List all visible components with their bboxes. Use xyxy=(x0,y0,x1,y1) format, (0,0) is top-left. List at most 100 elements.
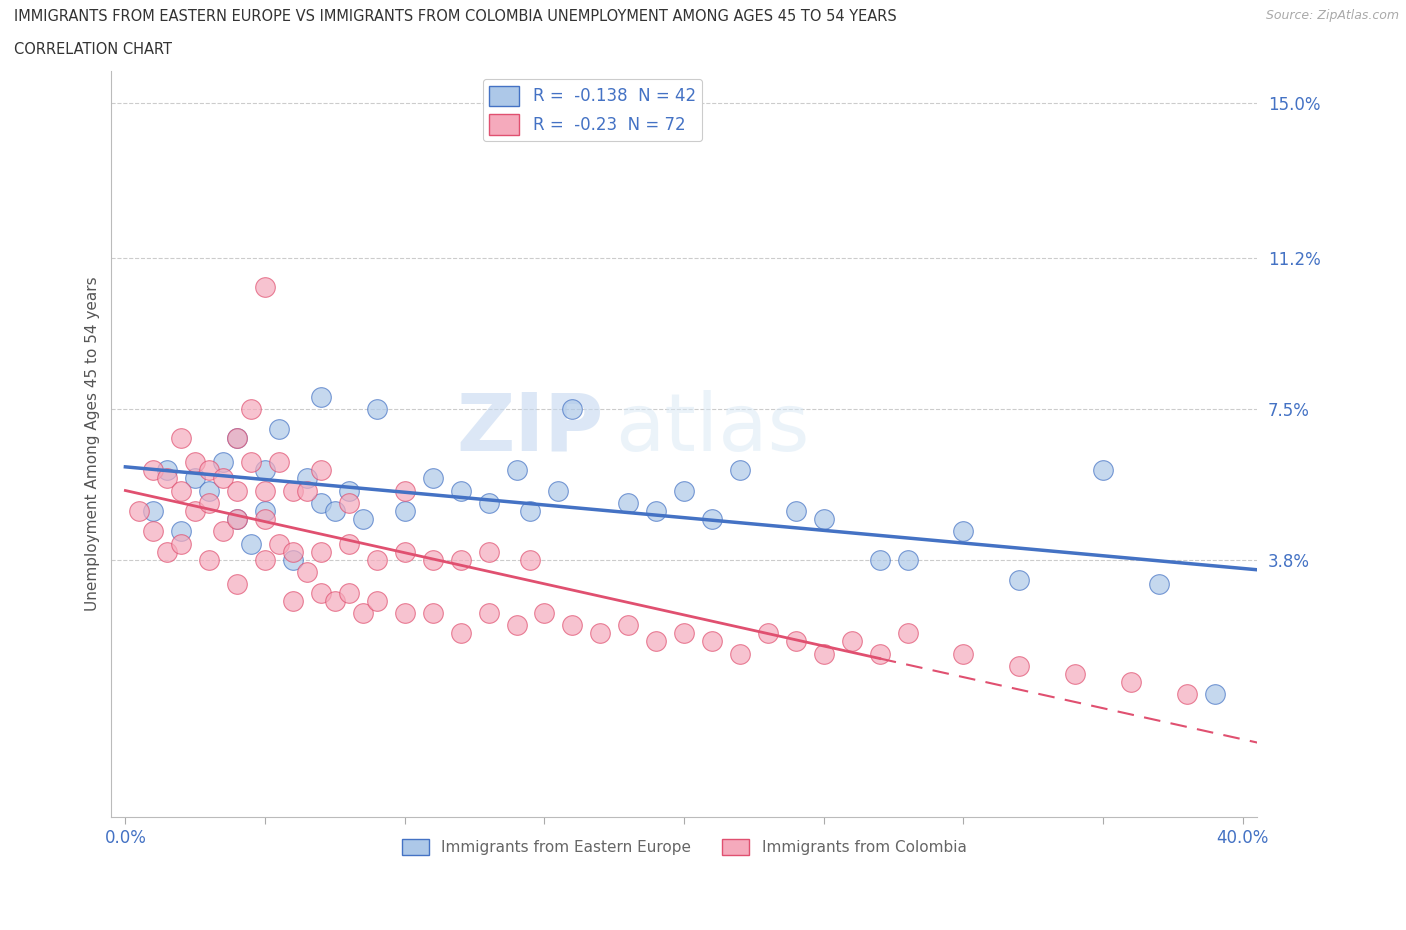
Point xyxy=(785,503,807,518)
Point xyxy=(450,626,472,641)
Point xyxy=(897,626,920,641)
Point xyxy=(295,565,318,579)
Point xyxy=(323,503,346,518)
Point xyxy=(226,577,249,591)
Point xyxy=(295,471,318,485)
Point xyxy=(142,503,165,518)
Point xyxy=(128,503,150,518)
Point xyxy=(142,524,165,538)
Point xyxy=(561,618,583,632)
Point xyxy=(422,552,444,567)
Point xyxy=(281,552,304,567)
Point xyxy=(450,484,472,498)
Point xyxy=(156,463,179,478)
Point xyxy=(366,593,388,608)
Point xyxy=(170,524,193,538)
Point xyxy=(309,496,332,511)
Point xyxy=(240,537,263,551)
Point xyxy=(533,605,555,620)
Point xyxy=(198,552,221,567)
Point xyxy=(352,605,374,620)
Point xyxy=(1175,687,1198,702)
Point xyxy=(142,463,165,478)
Point xyxy=(254,279,277,294)
Point xyxy=(673,484,696,498)
Point xyxy=(254,552,277,567)
Point xyxy=(1119,675,1142,690)
Point xyxy=(589,626,612,641)
Point xyxy=(309,544,332,559)
Point xyxy=(267,537,290,551)
Point xyxy=(337,537,360,551)
Point xyxy=(184,455,207,470)
Point xyxy=(1008,658,1031,673)
Point xyxy=(366,402,388,417)
Point xyxy=(841,634,863,649)
Text: Source: ZipAtlas.com: Source: ZipAtlas.com xyxy=(1265,9,1399,22)
Point xyxy=(477,496,499,511)
Point xyxy=(756,626,779,641)
Point xyxy=(170,431,193,445)
Point xyxy=(240,455,263,470)
Point xyxy=(617,618,640,632)
Point xyxy=(700,512,723,526)
Text: CORRELATION CHART: CORRELATION CHART xyxy=(14,42,172,57)
Point xyxy=(309,463,332,478)
Point xyxy=(170,484,193,498)
Point xyxy=(184,471,207,485)
Text: IMMIGRANTS FROM EASTERN EUROPE VS IMMIGRANTS FROM COLOMBIA UNEMPLOYMENT AMONG AG: IMMIGRANTS FROM EASTERN EUROPE VS IMMIGR… xyxy=(14,9,897,24)
Point xyxy=(337,496,360,511)
Point xyxy=(198,484,221,498)
Point xyxy=(505,618,527,632)
Point xyxy=(477,544,499,559)
Point xyxy=(394,503,416,518)
Point xyxy=(352,512,374,526)
Point xyxy=(422,605,444,620)
Point xyxy=(240,402,263,417)
Point xyxy=(700,634,723,649)
Point xyxy=(813,646,835,661)
Point xyxy=(1092,463,1115,478)
Point xyxy=(869,552,891,567)
Point xyxy=(645,503,668,518)
Point xyxy=(254,463,277,478)
Point xyxy=(505,463,527,478)
Point xyxy=(184,503,207,518)
Point xyxy=(561,402,583,417)
Text: atlas: atlas xyxy=(616,390,810,468)
Point xyxy=(156,544,179,559)
Y-axis label: Unemployment Among Ages 45 to 54 years: Unemployment Among Ages 45 to 54 years xyxy=(86,276,100,611)
Point xyxy=(394,605,416,620)
Point xyxy=(295,484,318,498)
Point xyxy=(728,463,751,478)
Point xyxy=(212,471,235,485)
Point xyxy=(212,455,235,470)
Point xyxy=(673,626,696,641)
Point xyxy=(1064,667,1087,682)
Point xyxy=(254,484,277,498)
Point xyxy=(785,634,807,649)
Text: ZIP: ZIP xyxy=(457,390,605,468)
Point xyxy=(323,593,346,608)
Point xyxy=(952,524,974,538)
Point xyxy=(309,390,332,405)
Point xyxy=(226,484,249,498)
Point xyxy=(198,496,221,511)
Point xyxy=(281,544,304,559)
Point xyxy=(226,431,249,445)
Point xyxy=(422,471,444,485)
Point xyxy=(226,512,249,526)
Point xyxy=(617,496,640,511)
Point xyxy=(645,634,668,649)
Point xyxy=(897,552,920,567)
Point xyxy=(267,422,290,437)
Point xyxy=(226,431,249,445)
Point xyxy=(450,552,472,567)
Point xyxy=(226,512,249,526)
Point xyxy=(728,646,751,661)
Point xyxy=(337,484,360,498)
Point xyxy=(267,455,290,470)
Legend: Immigrants from Eastern Europe, Immigrants from Colombia: Immigrants from Eastern Europe, Immigran… xyxy=(395,833,973,861)
Point xyxy=(813,512,835,526)
Point xyxy=(1147,577,1170,591)
